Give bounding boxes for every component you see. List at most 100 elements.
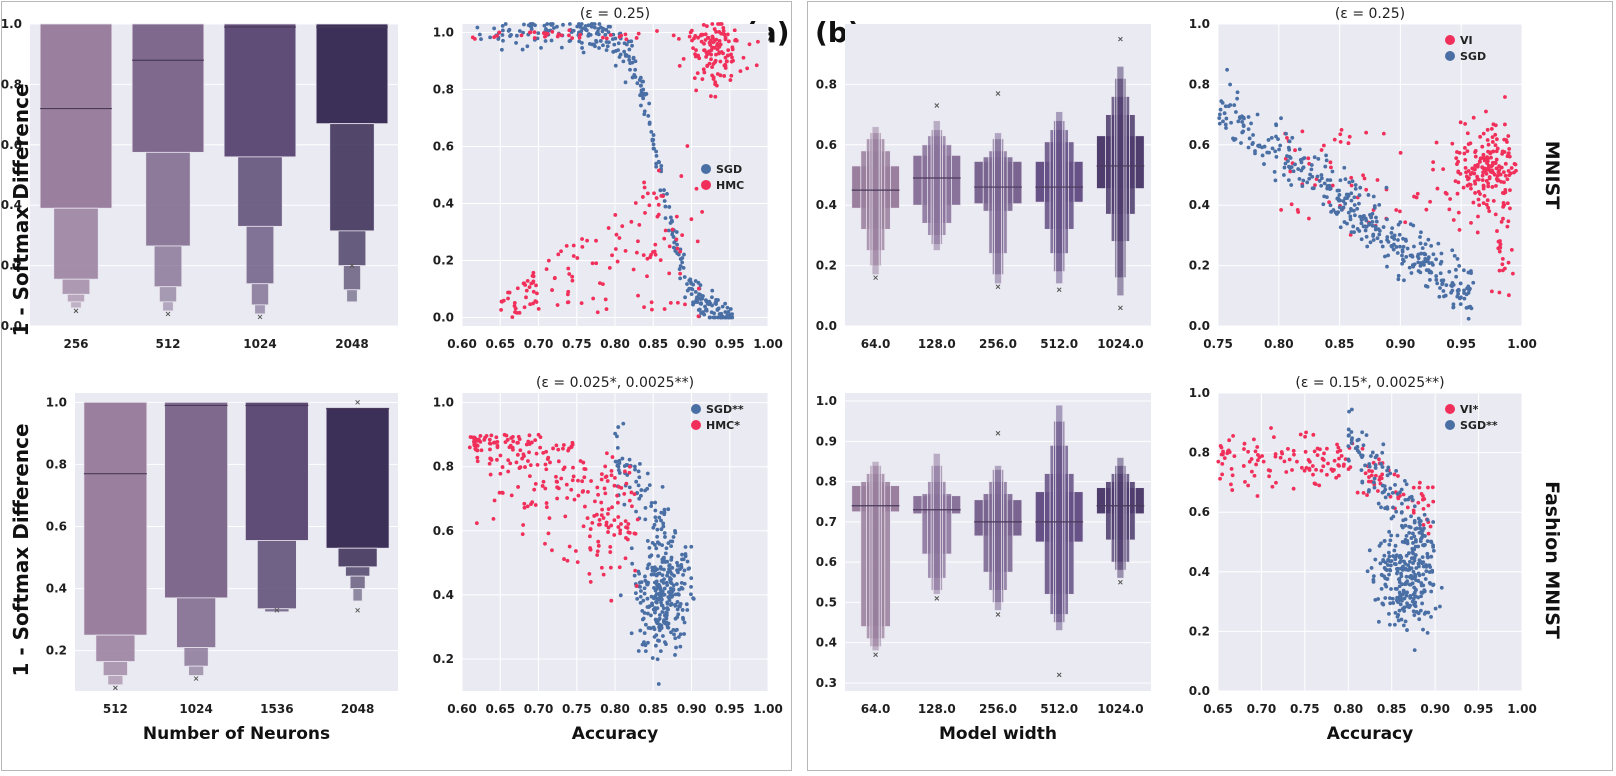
- b_top_scatter-point-sgd: [1407, 265, 1412, 270]
- b_bot_scatter-point-sgd: [1387, 572, 1391, 577]
- b_bot_scatter-point-vi: [1252, 437, 1256, 442]
- b_bot_scatter-point-sgd: [1416, 611, 1421, 616]
- a_bot_scatter-point-sgd: [676, 612, 681, 617]
- b_top_scatter-point-vi: [1508, 206, 1512, 211]
- b_top_scatter-point-sgd: [1427, 261, 1432, 266]
- b_bot_scatter-point-vi: [1230, 473, 1235, 478]
- a_top_scatter-point-hmc: [674, 214, 679, 219]
- a_top_scatter-point-sgd: [488, 35, 492, 40]
- a_top_scatter-point-hmc: [652, 191, 656, 196]
- b_top_scatter-point-sgd: [1450, 248, 1455, 253]
- a_bot_scatter-point-sgd: [669, 581, 674, 586]
- b_top_scatter-point-sgd: [1404, 255, 1409, 259]
- b_bot_scatter-point-sgd: [1386, 465, 1391, 470]
- b_top_scatter-point-vi: [1332, 137, 1337, 142]
- a_bot_scatter-point-hmc: [474, 438, 479, 443]
- a_bot_scatter-point-sgd: [616, 468, 621, 473]
- b_top_scatter-point-vi: [1453, 179, 1458, 183]
- a_bot_box-boxen-level: [352, 588, 363, 602]
- b_bot_scatter-point-sgd: [1417, 617, 1422, 622]
- b_top_scatter-point-vi: [1510, 271, 1515, 276]
- a_bot_scatter-point-sgd: [657, 622, 662, 627]
- b_top_scatter-point-vi: [1502, 180, 1506, 185]
- b_bot_scatter-point-sgd: [1429, 554, 1434, 559]
- b_bot_scatter-point-sgd: [1433, 606, 1438, 611]
- a_bot_scatter-point-sgd: [645, 539, 650, 543]
- b_top_scatter-point-sgd: [1229, 120, 1233, 125]
- a_top_scatter-point-sgd: [603, 32, 608, 37]
- b_top_scatter-point-vi: [1504, 138, 1509, 142]
- b_top_scatter-point-sgd: [1410, 263, 1415, 267]
- b_bot_scatter-point-sgd: [1413, 574, 1417, 579]
- b_bot_scatter-point-vi: [1336, 445, 1341, 450]
- a_bot_scatter-point-sgd: [637, 580, 642, 585]
- b_bot_scatter-point-sgd: [1380, 601, 1385, 606]
- b_top_box-boxen-level: [1116, 65, 1125, 297]
- a_top_scatter-point-sgd: [677, 267, 682, 272]
- b_bot_scatter-point-sgd: [1427, 581, 1432, 585]
- b_bot_scatter-point-sgd: [1373, 466, 1378, 470]
- b_top_scatter-point-vi: [1364, 130, 1369, 135]
- a_top_scatter-point-sgd: [604, 40, 609, 44]
- a_bot_scatter-point-sgd: [659, 510, 664, 515]
- a_top_scatter-point-sgd: [697, 307, 702, 312]
- b_top_box-y-tick-label: 0.0: [816, 319, 837, 333]
- b_top_scatter-point-sgd: [1364, 224, 1369, 229]
- a_bot_scatter-point-hmc: [562, 465, 567, 470]
- b_top_scatter-point-vi: [1502, 191, 1506, 196]
- a_top_scatter-point-hmc: [731, 58, 735, 63]
- a_bot_scatter-point-sgd: [637, 496, 642, 501]
- a_bot_scatter-point-sgd: [659, 600, 663, 605]
- b_top_scatter-point-sgd: [1266, 138, 1271, 142]
- b_bot_scatter-title: (ε = 0.15*, 0.0025**): [1295, 375, 1444, 391]
- a_bot_scatter-point-sgd: [636, 649, 641, 653]
- b_bot_scatter-point-vi: [1280, 451, 1285, 456]
- b_bot_box-x-tick-label: 1024.0: [1097, 702, 1143, 716]
- b_bot_scatter-point-vi: [1273, 452, 1278, 456]
- b_top_scatter-point-vi: [1327, 200, 1331, 205]
- b_top_scatter-point-sgd: [1408, 253, 1413, 258]
- a_top_scatter-point-sgd: [583, 24, 588, 28]
- a_top_scatter-point-hmc: [718, 59, 723, 64]
- b_top_scatter-x-tick-label: 0.85: [1325, 337, 1355, 351]
- a_top_scatter-point-sgd: [662, 199, 667, 203]
- a_bot_scatter-point-hmc: [544, 449, 549, 454]
- b_top_scatter-x-tick-label: 0.95: [1446, 337, 1476, 351]
- a_top_scatter-point-sgd: [667, 205, 672, 209]
- a_bot_scatter-point-hmc: [516, 485, 520, 489]
- a_top_box-boxen-level: [159, 286, 177, 303]
- b_bot_scatter-point-vi: [1291, 486, 1296, 491]
- a_bot_scatter-point-hmc: [505, 437, 510, 442]
- b_top_scatter-point-sgd: [1297, 177, 1302, 181]
- b_bot_scatter-point-sgd: [1413, 544, 1418, 549]
- b_bot_scatter-point-sgd: [1378, 561, 1383, 566]
- b_top_scatter-point-sgd: [1359, 221, 1364, 226]
- b_top_scatter-point-sgd: [1443, 293, 1448, 298]
- a_bot_scatter-point-sgd: [655, 596, 660, 601]
- a_top_scatter-point-sgd: [708, 301, 713, 306]
- a_top_scatter-point-hmc: [495, 33, 499, 38]
- b_top_scatter-point-sgd: [1441, 278, 1446, 283]
- b_top_scatter-point-sgd: [1277, 147, 1281, 152]
- b_bot_scatter-x-tick-label: 0.95: [1464, 702, 1494, 716]
- a_bot_scatter-point-hmc: [526, 459, 530, 463]
- b_top_scatter-point-sgd: [1437, 294, 1442, 299]
- a_bot_scatter-point-sgd: [662, 567, 666, 572]
- a_top_scatter-point-hmc: [555, 303, 560, 307]
- b_top_scatter-point-sgd: [1319, 183, 1324, 188]
- b_top_scatter-point-sgd: [1464, 306, 1469, 310]
- a_top_scatter-point-sgd: [542, 23, 547, 28]
- a_bot_box-boxen-level: [107, 675, 124, 686]
- b_bot_scatter-point-vi: [1339, 454, 1344, 458]
- a_bot_scatter-point-sgd: [638, 493, 643, 498]
- a_bot_scatter-point-hmc: [547, 516, 552, 521]
- a_bot_scatter-point-hmc: [548, 460, 552, 465]
- b_bot_box-x-axis-label: Model width: [939, 724, 1057, 744]
- b_top_scatter-point-vi: [1505, 201, 1510, 206]
- b_top_scatter-point-sgd: [1291, 169, 1296, 174]
- b_top_scatter-point-vi: [1362, 176, 1367, 181]
- a_top_scatter-point-hmc: [608, 33, 613, 37]
- a_top_scatter-point-hmc: [512, 300, 517, 305]
- a_top_scatter-legend-label: HMC: [716, 179, 744, 192]
